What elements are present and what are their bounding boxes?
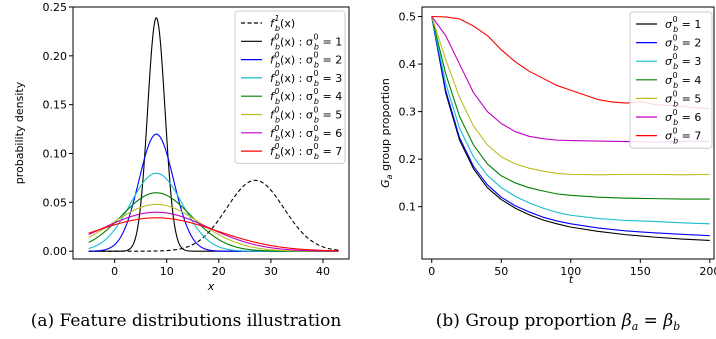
- chart-a-legend-label: f0 b(x) : σ0 b = 5: [270, 106, 342, 125]
- chart-b-legend-label: σ0 b = 4: [665, 71, 701, 90]
- chart-b-series-line-sigma-3: [431, 16, 710, 225]
- chart-b-y-label-rest: group proportion: [379, 78, 392, 174]
- chart-a-y-tick-label: 0.20: [43, 50, 68, 63]
- chart-a-y-tick-label: 0.00: [43, 245, 68, 258]
- chart-a-x-tick-label: 30: [264, 265, 278, 278]
- chart-a-legend-label: f0 b(x) : σ0 b = 6: [270, 124, 342, 143]
- chart-b-plot-frame: [421, 6, 715, 260]
- chart-b-y-tick-label: 0.2: [399, 153, 417, 166]
- chart-a-y-label: probability density: [13, 81, 26, 184]
- chart-b-y-tick-label: 0.4: [399, 58, 417, 71]
- chart-b-caption-beta-a-sub: a: [632, 320, 639, 333]
- chart-b-x-tick-label: 0: [428, 265, 435, 278]
- chart-b-legend-label: σ0 b = 6: [665, 108, 701, 127]
- chart-a-series-line-sigma-5: [88, 203, 339, 252]
- chart-a-x-label: x: [207, 280, 215, 293]
- chart-a-legend-label: f0 b(x) : σ0 b = 1: [270, 32, 342, 51]
- chart-a-caption: (a) Feature distributions illustration: [31, 311, 342, 331]
- chart-b-caption-beta-b: β: [662, 311, 673, 331]
- chart-b-y-tick-label: 0.3: [399, 106, 417, 119]
- chart-b-x-tick-label: 200: [699, 265, 716, 278]
- chart-a-series-line-sigma-7: [88, 217, 339, 252]
- chart-b-caption: (b) Group proportion βa = βb: [436, 311, 680, 333]
- chart-b-y-label-main: G: [379, 179, 392, 188]
- chart-a-y-tick-label: 0.05: [43, 196, 68, 209]
- chart-b-caption-text: (b) Group proportion: [436, 311, 622, 331]
- chart-b-x-tick-label: 150: [630, 265, 651, 278]
- chart-b: 0.10.20.30.40.5 050100150200 σ0b = 1σ0b …: [379, 6, 716, 333]
- chart-b-y-label-sub: a: [385, 174, 394, 179]
- chart-b-series-line-sigma-4: [431, 16, 710, 200]
- chart-a-legend-label: f0 b(x) : σ0 b = 2: [270, 51, 342, 70]
- chart-a-legend: f1 b(x)f0 b(x) : σ0 b = 1f0 b(x) : σ0 b = 2f0…: [234, 10, 346, 164]
- chart-a-x-tick-label: 20: [212, 265, 226, 278]
- chart-a-x-tick-label: 0: [111, 265, 118, 278]
- chart-b-legend-label: σ0 b = 2: [665, 34, 701, 53]
- chart-b-x-tick-label: 100: [560, 265, 581, 278]
- chart-b-x-tick-label: 50: [494, 265, 508, 278]
- chart-a-x-ticks: 0 10 20 30 40: [111, 259, 330, 278]
- chart-b-legend: σ0 b = 1σ0 b = 2σ0 b = 3σ0 b = 4σ0 b = 5σ0 b =…: [629, 11, 713, 149]
- chart-a-y-tick-label: 0.15: [43, 99, 68, 112]
- chart-a-y-ticks: 0.00 0.05 0.10 0.15 0.20 0.25: [43, 1, 73, 258]
- chart-b-series-line-sigma-5: [431, 16, 710, 176]
- chart-a-legend-label: f0 b(x) : σ0 b = 4: [270, 87, 342, 106]
- chart-b-legend-label: σ0 b = 3: [665, 52, 701, 71]
- chart-a-x-tick-label: 40: [316, 265, 330, 278]
- chart-b-caption-eq: =: [638, 311, 663, 331]
- chart-a-series-line-f1: [88, 179, 339, 252]
- chart-b-series-line-sigma-1: [431, 16, 710, 242]
- chart-a-y-tick-label: 0.10: [43, 148, 68, 161]
- chart-b-x-label: t: [569, 273, 574, 286]
- chart-a: 0.00 0.05 0.10 0.15 0.20 0.25 0 10 20 30 40 f1 b(x…: [13, 1, 350, 331]
- chart-b-legend-box: [629, 11, 713, 149]
- chart-b-y-label: Ga group proportion: [379, 78, 394, 188]
- chart-a-series: [88, 17, 339, 252]
- chart-b-series-line-sigma-2: [431, 16, 710, 237]
- chart-a-y-tick-label: 0.25: [43, 1, 68, 14]
- chart-a-legend-label: f1 b(x): [270, 14, 295, 33]
- chart-b-legend-label: σ0 b = 1: [665, 15, 701, 34]
- chart-b-y-tick-label: 0.1: [399, 201, 417, 214]
- chart-a-legend-label: f0 b(x) : σ0 b = 7: [270, 142, 342, 161]
- chart-a-legend-label: f0 b(x) : σ0 b = 3: [270, 69, 342, 88]
- chart-b-caption-beta-b-sub: b: [673, 320, 680, 333]
- chart-b-caption-beta-a: β: [621, 311, 632, 331]
- chart-a-plot-frame: [72, 6, 350, 260]
- chart-b-legend-label: σ0 b = 5: [665, 89, 701, 108]
- chart-a-legend-box: [234, 10, 346, 164]
- chart-b-x-ticks: 0 50 100 150 200: [428, 259, 716, 278]
- chart-b-y-ticks: 0.1 0.2 0.3 0.4 0.5: [399, 11, 422, 214]
- chart-b-legend-label: σ0 b = 7: [665, 127, 701, 146]
- chart-a-series-line-sigma-3: [88, 172, 339, 252]
- chart-b-y-tick-label: 0.5: [399, 11, 417, 24]
- chart-a-x-tick-label: 10: [160, 265, 174, 278]
